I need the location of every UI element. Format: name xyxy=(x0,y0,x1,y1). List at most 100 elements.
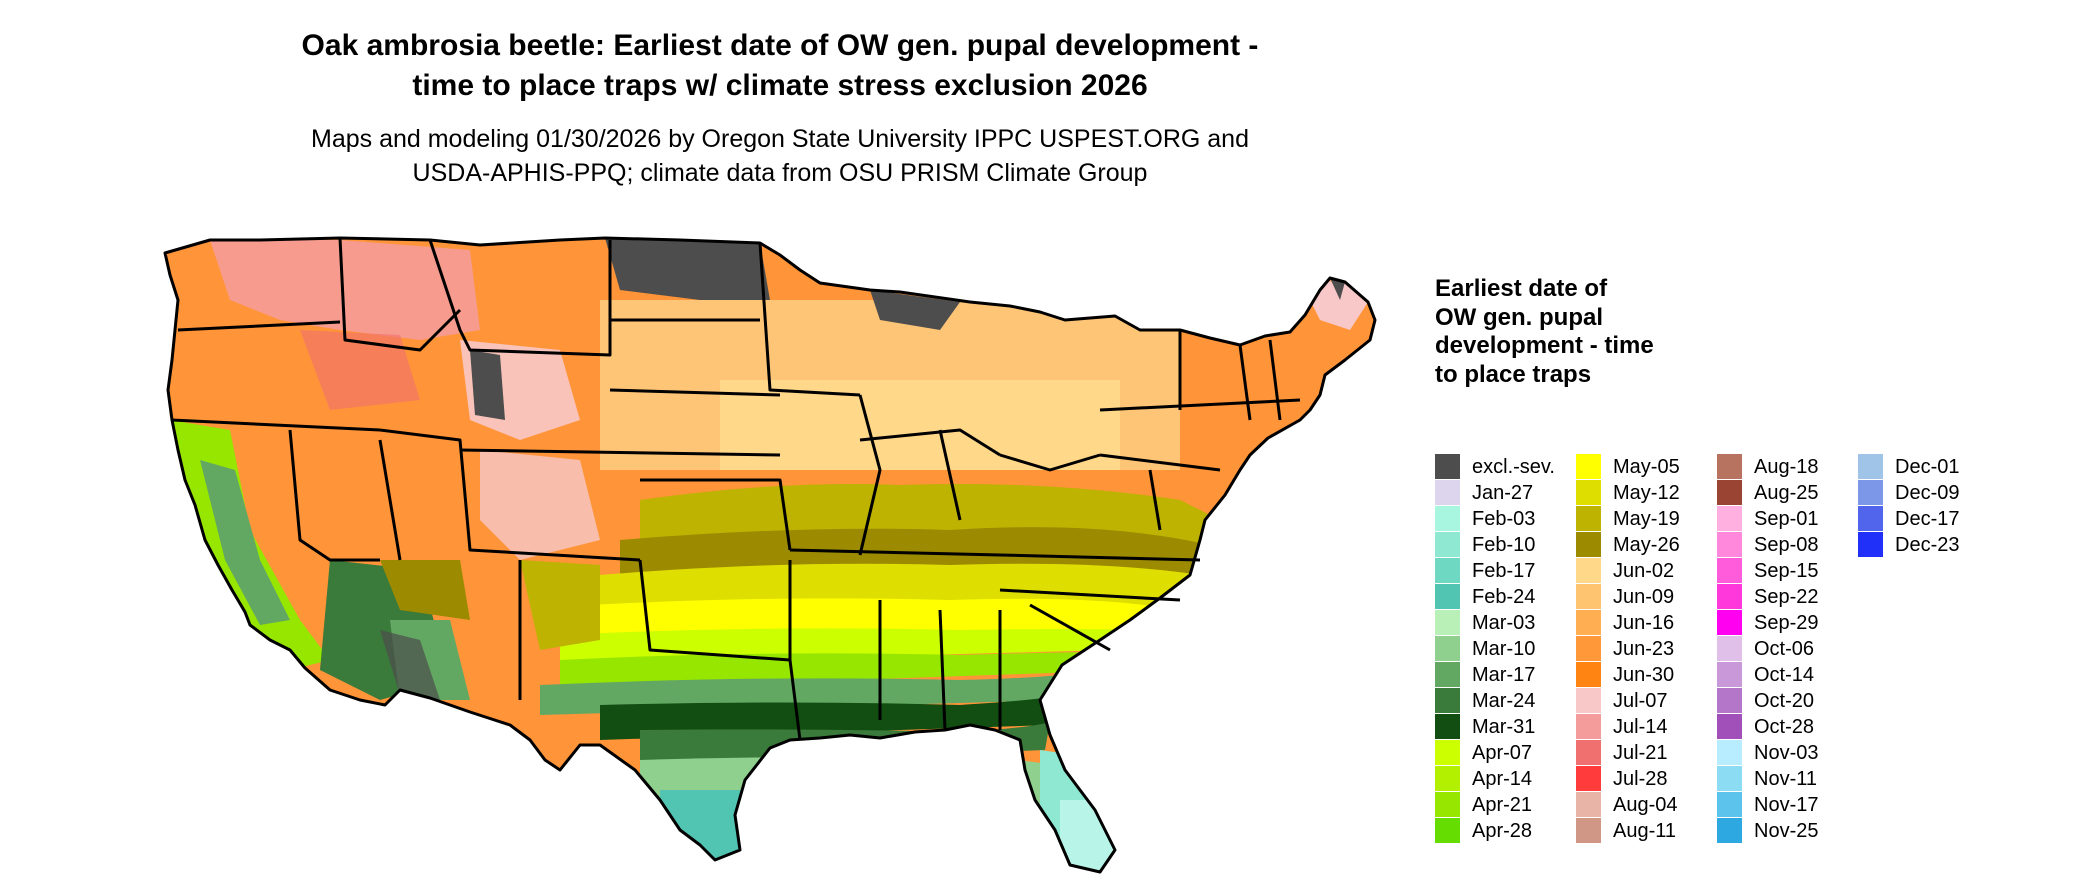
legend-label: Mar-10 xyxy=(1472,638,1536,660)
legend-item: Feb-10 xyxy=(1435,531,1575,557)
legend-item: Feb-03 xyxy=(1435,505,1575,531)
legend-label: Apr-28 xyxy=(1472,820,1533,842)
legend-label: Sep-08 xyxy=(1754,534,1819,556)
legend-label: Feb-17 xyxy=(1472,560,1536,582)
legend-item: Jun-30 xyxy=(1576,661,1716,687)
legend-swatch xyxy=(1576,506,1601,531)
legend-item: Jul-14 xyxy=(1576,713,1716,739)
legend-label: Mar-31 xyxy=(1472,716,1536,738)
legend-swatch xyxy=(1717,792,1742,817)
state-borders xyxy=(163,236,1377,874)
legend-swatch xyxy=(1435,532,1460,557)
legend-swatch xyxy=(1435,662,1460,687)
legend-label: Jul-07 xyxy=(1613,690,1668,712)
legend-swatch xyxy=(1435,766,1460,791)
legend-item: Sep-15 xyxy=(1717,557,1857,583)
legend-label: Dec-09 xyxy=(1895,482,1960,504)
legend-swatch xyxy=(1858,480,1883,505)
legend-swatch xyxy=(1717,506,1742,531)
legend-item: Nov-25 xyxy=(1717,817,1857,843)
legend-column: Dec-01 Dec-09 Dec-17 Dec-23 xyxy=(1858,453,1998,557)
legend-item: Jun-09 xyxy=(1576,583,1716,609)
legend-column: Aug-18 Aug-25 Sep-01 Sep-08 Sep-15 Sep-22 Sep-… xyxy=(1717,453,1857,843)
legend-swatch xyxy=(1576,454,1601,479)
us-map-svg xyxy=(163,236,1377,874)
legend-label: May-19 xyxy=(1613,508,1680,530)
legend-item: Apr-14 xyxy=(1435,765,1575,791)
legend-column: May-05 May-12 May-19 May-26 Jun-02 Jun-09 Jun-… xyxy=(1576,453,1716,843)
legend-item: Nov-03 xyxy=(1717,739,1857,765)
legend-swatch xyxy=(1858,532,1883,557)
legend-swatch xyxy=(1717,610,1742,635)
legend-swatch xyxy=(1717,714,1742,739)
legend-swatch xyxy=(1717,532,1742,557)
legend-label: Mar-03 xyxy=(1472,612,1536,634)
legend-item: Aug-18 xyxy=(1717,453,1857,479)
legend-swatch xyxy=(1576,740,1601,765)
legend-swatch xyxy=(1717,636,1742,661)
legend-label: Apr-07 xyxy=(1472,742,1533,764)
legend: Earliest date of OW gen. pupal developme… xyxy=(1435,275,2095,855)
legend-label: Oct-14 xyxy=(1754,664,1815,686)
legend-swatch xyxy=(1576,662,1601,687)
legend-label: Oct-28 xyxy=(1754,716,1815,738)
legend-label: Apr-14 xyxy=(1472,768,1533,790)
legend-swatch xyxy=(1435,688,1460,713)
legend-item: Jun-16 xyxy=(1576,609,1716,635)
legend-label: Aug-04 xyxy=(1613,794,1678,816)
legend-swatch xyxy=(1717,584,1742,609)
legend-label: Jun-23 xyxy=(1613,638,1675,660)
legend-item: Aug-04 xyxy=(1576,791,1716,817)
legend-item: Sep-01 xyxy=(1717,505,1857,531)
legend-item: Dec-01 xyxy=(1858,453,1998,479)
legend-item: Mar-31 xyxy=(1435,713,1575,739)
legend-item: Dec-09 xyxy=(1858,479,1998,505)
legend-label: Jun-09 xyxy=(1613,586,1675,608)
map-subtitle-line-1: Maps and modeling 01/30/2026 by Oregon S… xyxy=(311,125,1249,153)
map-subtitle-line-2: USDA-APHIS-PPQ; climate data from OSU PR… xyxy=(412,159,1148,187)
legend-label: Nov-25 xyxy=(1754,820,1819,842)
legend-item: Sep-22 xyxy=(1717,583,1857,609)
legend-item: Mar-03 xyxy=(1435,609,1575,635)
legend-label: Nov-03 xyxy=(1754,742,1819,764)
legend-label: Mar-17 xyxy=(1472,664,1536,686)
legend-label: Oct-20 xyxy=(1754,690,1815,712)
map-title: Oak ambrosia beetle: Earliest date of OW… xyxy=(190,26,1370,106)
legend-label: Aug-11 xyxy=(1613,820,1677,842)
legend-swatch xyxy=(1858,454,1883,479)
legend-item: May-26 xyxy=(1576,531,1716,557)
legend-label: Jun-30 xyxy=(1613,664,1675,686)
legend-swatch xyxy=(1435,636,1460,661)
legend-swatch xyxy=(1435,454,1460,479)
legend-item: Jun-02 xyxy=(1576,557,1716,583)
legend-item: Aug-11 xyxy=(1576,817,1716,843)
legend-swatch xyxy=(1576,714,1601,739)
legend-item: May-05 xyxy=(1576,453,1716,479)
legend-item: Apr-07 xyxy=(1435,739,1575,765)
legend-label: Nov-11 xyxy=(1754,768,1817,790)
legend-swatch xyxy=(1576,584,1601,609)
legend-swatch xyxy=(1717,480,1742,505)
legend-swatch xyxy=(1717,558,1742,583)
legend-label: Dec-17 xyxy=(1895,508,1960,530)
legend-swatch xyxy=(1576,480,1601,505)
legend-title: Earliest date of OW gen. pupal developme… xyxy=(1435,275,1654,388)
legend-label: Feb-10 xyxy=(1472,534,1536,556)
legend-swatch xyxy=(1576,636,1601,661)
legend-swatch xyxy=(1717,688,1742,713)
legend-label: Aug-18 xyxy=(1754,456,1819,478)
legend-label: Sep-29 xyxy=(1754,612,1819,634)
legend-item: Apr-28 xyxy=(1435,817,1575,843)
legend-item: Oct-14 xyxy=(1717,661,1857,687)
legend-swatch xyxy=(1576,688,1601,713)
legend-item: Jul-28 xyxy=(1576,765,1716,791)
legend-label: Feb-03 xyxy=(1472,508,1536,530)
legend-item: May-19 xyxy=(1576,505,1716,531)
legend-label: May-05 xyxy=(1613,456,1680,478)
legend-label: Jan-27 xyxy=(1472,482,1534,504)
legend-swatch xyxy=(1717,740,1742,765)
legend-label: May-26 xyxy=(1613,534,1680,556)
legend-item: Oct-06 xyxy=(1717,635,1857,661)
legend-swatch xyxy=(1717,818,1742,843)
map-title-line-2: time to place traps w/ climate stress ex… xyxy=(412,69,1148,102)
